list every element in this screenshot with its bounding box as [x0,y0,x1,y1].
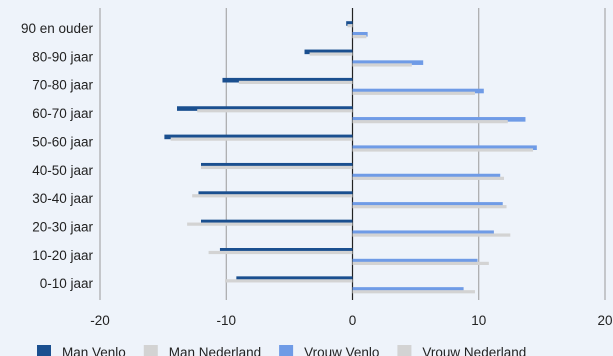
bar-man-venlo [236,276,353,281]
legend-swatch [37,345,51,356]
bar-man-venlo [219,248,353,253]
bar-man-nederland [224,279,353,283]
bar-vrouw-venlo [352,88,484,94]
category-label: 50-60 jaar [32,134,93,149]
x-tick-label: 10 [471,313,486,328]
legend-label: Man Venlo [62,345,126,356]
bar-man-nederland [170,137,353,141]
category-label: 0-10 jaar [40,276,94,291]
bar-vrouw-nederland [352,290,475,294]
bar-man-venlo [201,219,353,225]
bar-man-nederland [309,52,353,56]
category-label: 10-20 jaar [32,248,93,263]
x-tick-label: 0 [349,313,357,328]
bar-vrouw-nederland [352,63,412,67]
x-tick-label: -10 [216,313,236,328]
bar-man-nederland [201,165,353,170]
category-label: 30-40 jaar [32,191,93,206]
bars [164,21,537,294]
bar-man-venlo [177,106,353,111]
bar-man-nederland [187,222,353,226]
bar-vrouw-venlo [352,60,424,65]
legend-label: Man Nederland [169,345,261,356]
bar-man-nederland [197,109,353,113]
bar-vrouw-nederland [352,91,475,95]
bar-man-venlo [164,134,353,140]
legend: Man Venlo Man Nederland Vrouw Venlo Vrouw N… [37,345,526,356]
category-label: 70-80 jaar [32,78,93,93]
category-labels: 90 en ouder 80-90 jaar 70-80 jaar 60-70 jaa… [21,21,94,291]
bar-man-nederland [347,24,353,28]
bar-vrouw-nederland [352,35,367,39]
legend-label: Vrouw Venlo [304,345,379,356]
bar-man-venlo [304,49,353,55]
bar-vrouw-venlo [352,287,464,292]
bar-vrouw-venlo [352,258,478,264]
category-label: 80-90 jaar [32,49,93,64]
legend-swatch [279,345,294,356]
bar-man-nederland [192,194,353,198]
legend-swatch [397,345,412,356]
category-label: 60-70 jaar [32,106,93,121]
category-label: 40-50 jaar [32,163,93,178]
bar-man-venlo [201,162,353,168]
bar-vrouw-nederland [352,148,534,152]
bar-vrouw-nederland [352,233,511,237]
legend-label: Vrouw Nederland [422,345,526,356]
x-tick-label: -20 [90,313,110,328]
bar-man-nederland [238,80,353,84]
x-tick-label: 20 [597,313,612,328]
bar-vrouw-nederland [352,261,489,265]
category-label: 90 en ouder [21,21,94,36]
bar-vrouw-venlo [352,202,503,207]
x-axis-ticks: -20 -10 0 10 20 [90,313,612,328]
bar-vrouw-venlo [352,32,368,37]
bar-man-venlo [198,191,353,196]
category-label: 20-30 jaar [32,219,93,234]
bar-vrouw-nederland [352,205,507,209]
bar-man-venlo [346,21,353,26]
bar-vrouw-nederland [352,176,504,180]
bar-vrouw-venlo [352,173,501,179]
legend-swatch [143,345,158,356]
bar-vrouw-venlo [352,230,494,236]
bar-man-venlo [222,77,353,83]
bar-man-nederland [208,250,353,255]
bar-vrouw-nederland [352,120,508,124]
bar-vrouw-venlo [352,145,537,150]
bar-vrouw-venlo [352,117,526,122]
